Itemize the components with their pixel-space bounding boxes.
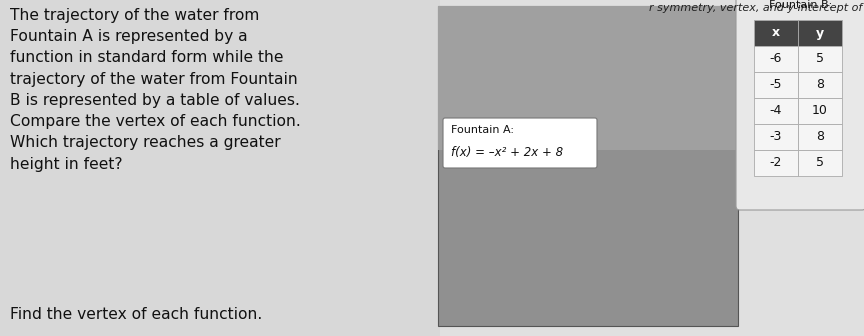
Text: -6: -6: [770, 52, 782, 66]
Bar: [754, 72, 798, 98]
Bar: [754, 46, 798, 72]
Bar: [754, 20, 798, 46]
Bar: [798, 46, 842, 72]
Bar: [798, 150, 842, 176]
Text: 8: 8: [816, 130, 824, 143]
Text: Fountain B:: Fountain B:: [769, 0, 833, 10]
Bar: [798, 20, 842, 46]
Bar: [754, 124, 798, 150]
Text: 5: 5: [816, 157, 824, 169]
Bar: [438, 6, 738, 326]
Text: -3: -3: [770, 130, 782, 143]
Text: Fountain A:: Fountain A:: [451, 125, 514, 135]
Text: 8: 8: [816, 79, 824, 91]
Bar: [798, 124, 842, 150]
Text: x: x: [772, 27, 780, 40]
Bar: [754, 98, 798, 124]
FancyBboxPatch shape: [443, 118, 597, 168]
Text: Find the vertex of each function.: Find the vertex of each function.: [10, 307, 263, 322]
Text: 10: 10: [812, 104, 828, 118]
Text: f(x) = –x² + 2x + 8: f(x) = –x² + 2x + 8: [451, 146, 563, 159]
Bar: [0, 0, 440, 336]
Bar: [754, 150, 798, 176]
Text: -4: -4: [770, 104, 782, 118]
FancyBboxPatch shape: [736, 0, 864, 210]
Bar: [798, 72, 842, 98]
Bar: [798, 98, 842, 124]
Bar: [438, 6, 738, 150]
Text: y: y: [816, 27, 824, 40]
Text: r symmetry, vertex, and y-intercept of: r symmetry, vertex, and y-intercept of: [649, 3, 862, 13]
Text: The trajectory of the water from
Fountain A is represented by a
function in stan: The trajectory of the water from Fountai…: [10, 8, 301, 172]
Text: 5: 5: [816, 52, 824, 66]
Text: -5: -5: [770, 79, 782, 91]
Text: -2: -2: [770, 157, 782, 169]
